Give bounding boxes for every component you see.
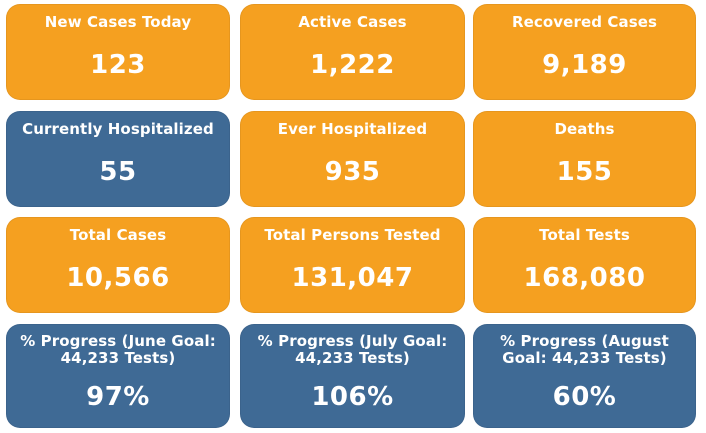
tile-label: Total Cases	[69, 226, 167, 244]
tile-label: Currently Hospitalized	[22, 120, 214, 138]
tile-label: % Progress (June Goal: 44,233 Tests)	[20, 332, 216, 367]
tile-label: Ever Hospitalized	[277, 120, 428, 138]
tile-label: Total Persons Tested	[264, 226, 441, 244]
tile-value: 10,566	[66, 263, 170, 293]
tile-value: 168,080	[523, 263, 646, 293]
tile-label: Recovered Cases	[511, 13, 658, 31]
tile-august-progress: % Progress (August Goal: 44,233 Tests) 6…	[473, 324, 696, 428]
tile-label: Deaths	[554, 120, 615, 138]
tile-deaths: Deaths 155	[473, 111, 696, 207]
tile-label: Active Cases	[298, 13, 407, 31]
tile-label: % Progress (July Goal: 44,233 Tests)	[257, 332, 448, 367]
tile-june-progress: % Progress (June Goal: 44,233 Tests) 97%	[6, 324, 230, 428]
tile-new-cases-today: New Cases Today 123	[6, 4, 230, 100]
tile-value: 9,189	[542, 50, 627, 80]
tile-value: 97%	[86, 382, 150, 412]
tile-currently-hospitalized: Currently Hospitalized 55	[6, 111, 230, 207]
tile-total-tests: Total Tests 168,080	[473, 217, 696, 313]
tile-ever-hospitalized: Ever Hospitalized 935	[240, 111, 465, 207]
tile-july-progress: % Progress (July Goal: 44,233 Tests) 106…	[240, 324, 465, 428]
tile-label: New Cases Today	[44, 13, 192, 31]
tile-label: % Progress (August Goal: 44,233 Tests)	[500, 332, 669, 367]
tile-total-cases: Total Cases 10,566	[6, 217, 230, 313]
tile-value: 123	[90, 50, 146, 80]
tile-active-cases: Active Cases 1,222	[240, 4, 465, 100]
tile-value: 60%	[552, 382, 617, 412]
tile-value: 131,047	[291, 263, 414, 293]
tile-total-persons-tested: Total Persons Tested 131,047	[240, 217, 465, 313]
tile-value: 935	[324, 157, 381, 187]
tile-value: 106%	[311, 382, 394, 412]
tile-recovered-cases: Recovered Cases 9,189	[473, 4, 696, 100]
tile-value: 155	[556, 157, 613, 187]
tile-label: Total Tests	[539, 226, 630, 244]
tile-value: 55	[99, 157, 137, 187]
tile-value: 1,222	[310, 50, 395, 80]
